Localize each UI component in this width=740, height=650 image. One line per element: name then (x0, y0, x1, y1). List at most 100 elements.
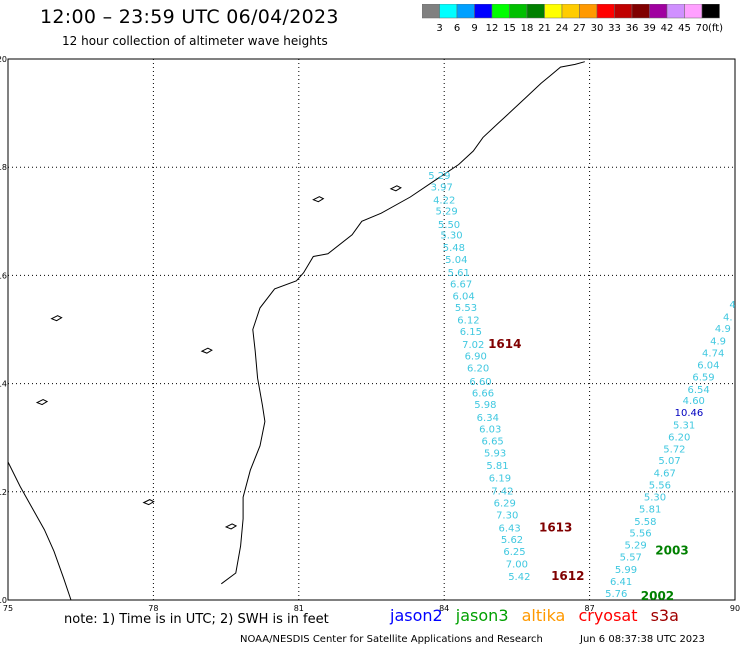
wave-height-value: 6.04 (452, 292, 474, 303)
lon-tick-label: 87 (585, 604, 595, 613)
lake-outline (312, 196, 325, 203)
wave-height-value: 4 (729, 300, 735, 311)
wave-height-value: 4. (723, 312, 733, 323)
lon-tick-label: 90 (730, 604, 740, 613)
wave-height-value: 5.53 (455, 303, 477, 314)
pass-time-label: 1614 (488, 337, 521, 351)
legend-label: 33 (608, 23, 621, 34)
legend-label: 12 (486, 23, 499, 34)
lake-outline (389, 185, 402, 192)
wave-height-value: 4.74 (702, 349, 724, 360)
wave-height-value: 5.29 (625, 541, 647, 552)
footer-credit: NOAA/NESDIS Center for Satellite Applica… (240, 634, 543, 645)
plot-frame (7, 58, 736, 601)
wave-height-value: 4.9 (715, 324, 731, 335)
lon-tick-label: 75 (3, 604, 13, 613)
color-legend: 3 6 9 12 15 18 21 24 27 30 33 36 39 42 45 70 (ft) (422, 4, 723, 34)
wave-height-value: 5.61 (448, 268, 470, 279)
legend-label: 30 (591, 23, 604, 34)
wave-height-value: 5.29 (428, 171, 450, 182)
wave-height-value: 5.81 (639, 504, 661, 515)
wave-height-value: 5.72 (663, 444, 685, 455)
pass-time-label: 2002 (641, 589, 674, 603)
wave-height-value: 6.54 (688, 385, 710, 396)
wave-height-value: 5.30 (440, 231, 462, 242)
wave-height-value: 5.56 (629, 529, 651, 540)
bottom-note: note: 1) Time is in UTC; 2) SWH is in fe… (64, 612, 329, 627)
wave-height-value: 6.20 (668, 432, 690, 443)
wave-height-value: 5.93 (484, 449, 506, 460)
wave-height-value: 6.60 (469, 377, 491, 388)
wave-height-value: 5.07 (658, 456, 680, 467)
legend-label: 27 (573, 23, 586, 34)
pass-time-label: 2003 (655, 544, 688, 558)
lake-outline (142, 499, 155, 506)
legend-label: 18 (521, 23, 534, 34)
wave-height-value: 3.97 (431, 182, 453, 193)
legend-label: 42 (661, 23, 674, 34)
satellite-jason2: jason2 (390, 606, 443, 625)
lon-tick-label: 84 (439, 604, 449, 613)
lat-tick-label: 18 (0, 163, 7, 172)
satellite-legend: jason2 jason3 altika cryosat s3a (390, 606, 687, 625)
coastline-east (221, 61, 585, 585)
lat-tick-label: 10 (0, 596, 7, 605)
wave-height-value: 5.29 (435, 206, 457, 217)
wave-height-value: 5.42 (508, 572, 530, 583)
wave-height-value: 6.29 (494, 498, 516, 509)
satellite-jason3: jason3 (455, 606, 509, 625)
satellite-s3a: s3a (650, 606, 679, 625)
legend-label: 24 (556, 23, 569, 34)
wave-height-value: 5.50 (438, 220, 460, 231)
satellite-altika: altika (521, 606, 566, 625)
wave-height-value: 6.04 (697, 360, 719, 371)
lake-outline (200, 347, 213, 354)
wave-height-value: 5.62 (501, 535, 523, 546)
wave-height-value: 4.60 (683, 396, 705, 407)
footer-timestamp: Jun 6 08:37:38 UTC 2023 (580, 634, 705, 645)
legend-label: 15 (503, 23, 516, 34)
lat-tick-label: 14 (0, 380, 7, 389)
wave-height-value: 4.22 (433, 195, 455, 206)
coastline-west (8, 461, 72, 600)
wave-height-value: 5.31 (673, 421, 695, 432)
wave-height-value: 6.25 (503, 547, 525, 558)
wave-height-value: 10.46 (675, 408, 704, 419)
wave-height-value: 6.66 (472, 389, 494, 400)
legend-label: 39 (643, 23, 656, 34)
pass-time-label: 1612 (551, 569, 584, 583)
wave-height-value: 6.41 (610, 577, 632, 588)
pass-time-label: 1613 (539, 520, 572, 534)
wave-height-value: 6.65 (482, 437, 504, 448)
legend-label: 6 (454, 23, 460, 34)
wave-height-value: 6.34 (477, 413, 499, 424)
wave-height-value: 6.20 (467, 364, 489, 375)
wave-height-value: 7.42 (491, 487, 513, 498)
track-1614-1613: 5.293.974.225.295.505.305.485.045.616.67… (428, 171, 584, 583)
wave-height-value: 6.15 (460, 327, 482, 338)
wave-height-value: 6.90 (465, 351, 487, 362)
wave-height-value: 5.57 (620, 553, 642, 564)
legend-swatch (701, 4, 720, 19)
wave-height-value: 5.76 (605, 589, 627, 600)
wave-height-value: 7.30 (496, 510, 518, 521)
lat-tick-label: 12 (0, 488, 7, 497)
wave-height-value: 5.04 (445, 255, 467, 266)
legend-unit: (ft) (708, 23, 723, 34)
legend-label: 70 (696, 23, 709, 34)
wave-height-value: 5.81 (486, 461, 508, 472)
legend-label: 45 (678, 23, 691, 34)
wave-height-value: 4.67 (654, 469, 676, 480)
wave-height-value: 6.12 (457, 316, 479, 327)
wave-height-value: 6.59 (692, 372, 714, 383)
lat-tick-label: 16 (0, 271, 7, 280)
satellite-cryosat: cryosat (578, 606, 638, 625)
wave-height-value: 5.30 (644, 492, 666, 503)
map-title: 12:00 – 23:59 UTC 06/04/2023 (40, 6, 339, 28)
lake-outline (50, 315, 63, 322)
map-subtitle: 12 hour collection of altimeter wave hei… (62, 34, 328, 48)
wave-height-value: 4.9 (710, 337, 726, 348)
lon-tick-label: 81 (294, 604, 304, 613)
track-2003-2002: 44.4.94.94.746.046.596.544.6010.465.316.… (605, 300, 735, 603)
